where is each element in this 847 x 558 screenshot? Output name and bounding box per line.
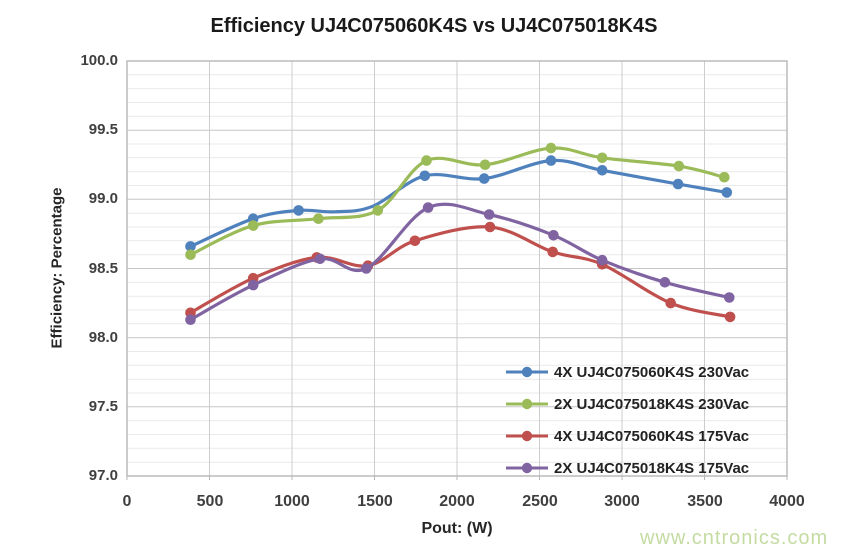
data-point [596, 254, 608, 266]
legend-label: 4X UJ4C075060K4S 230Vac [554, 363, 750, 381]
y-tick-label: 98.5 [88, 260, 118, 277]
x-tick-label: 500 [196, 493, 224, 510]
legend-line-marker-icon [506, 462, 548, 474]
x-tick-label: 1000 [274, 493, 310, 510]
legend-label: 2X UJ4C075018K4S 230Vac [554, 395, 750, 413]
data-point [185, 249, 196, 260]
series-line-0 [185, 155, 733, 252]
data-point [185, 241, 196, 252]
y-tick-label: 99.5 [88, 121, 118, 138]
x-tick-label: 2500 [522, 493, 558, 510]
chart-title: Efficiency UJ4C075060K4S vs UJ4C075018K4… [210, 15, 658, 37]
series-line-1 [185, 142, 730, 260]
data-point [421, 155, 432, 166]
data-point [659, 277, 671, 288]
data-point [247, 279, 259, 291]
data-point [419, 170, 431, 182]
data-point [547, 246, 558, 258]
data-point [724, 311, 736, 323]
data-point [672, 178, 684, 190]
data-point [479, 159, 491, 171]
data-point [596, 165, 608, 176]
x-tick-label: 3000 [604, 493, 640, 510]
series-line-2 [185, 221, 736, 323]
data-point [724, 292, 735, 303]
data-point [596, 152, 608, 164]
data-point [673, 160, 685, 172]
legend-label: 4X UJ4C075060K4S 175Vac [554, 427, 750, 445]
y-tick-label: 97.0 [88, 467, 118, 484]
y-tick-label: 100.0 [80, 52, 118, 69]
x-tick-label: 0 [122, 493, 132, 510]
series-line-3 [185, 202, 735, 326]
data-point [665, 297, 676, 309]
legend: 4X UJ4C075060K4S 230Vac 2X UJ4C075018K4S … [506, 356, 749, 484]
data-point [484, 221, 496, 233]
data-point [478, 173, 490, 184]
x-axis-title: Pout: (W) [421, 520, 493, 537]
legend-item: 2X UJ4C075018K4S 175Vac [506, 452, 749, 484]
x-tick-label: 1500 [357, 493, 393, 510]
legend-line-marker-icon [506, 366, 548, 378]
data-point [247, 220, 259, 231]
watermark: www.cntronics.com [640, 527, 829, 549]
data-point [314, 253, 326, 265]
legend-item: 2X UJ4C075018K4S 230Vac [506, 388, 749, 420]
legend-label: 2X UJ4C075018K4S 175Vac [554, 459, 750, 477]
x-tick-label: 2000 [439, 493, 475, 510]
data-point [719, 171, 730, 183]
legend-line-marker-icon [506, 430, 548, 442]
legend-item: 4X UJ4C075060K4S 175Vac [506, 420, 749, 452]
data-point [185, 314, 196, 326]
data-point [372, 205, 384, 216]
data-point [409, 235, 421, 247]
data-point [545, 142, 557, 154]
data-point [361, 263, 372, 274]
data-point [721, 187, 733, 198]
data-point [422, 202, 434, 213]
y-tick-label: 99.0 [88, 190, 118, 207]
legend-item: 4X UJ4C075060K4S 230Vac [506, 356, 749, 388]
data-point [545, 155, 557, 166]
x-tick-label: 3500 [687, 493, 723, 510]
y-tick-label: 98.0 [88, 329, 118, 346]
data-point [483, 209, 495, 220]
data-point [548, 230, 559, 241]
x-tick-label: 4000 [769, 493, 805, 510]
data-point [313, 213, 324, 224]
legend-line-marker-icon [506, 398, 548, 410]
data-point [293, 205, 304, 216]
y-tick-label: 97.5 [88, 398, 118, 415]
